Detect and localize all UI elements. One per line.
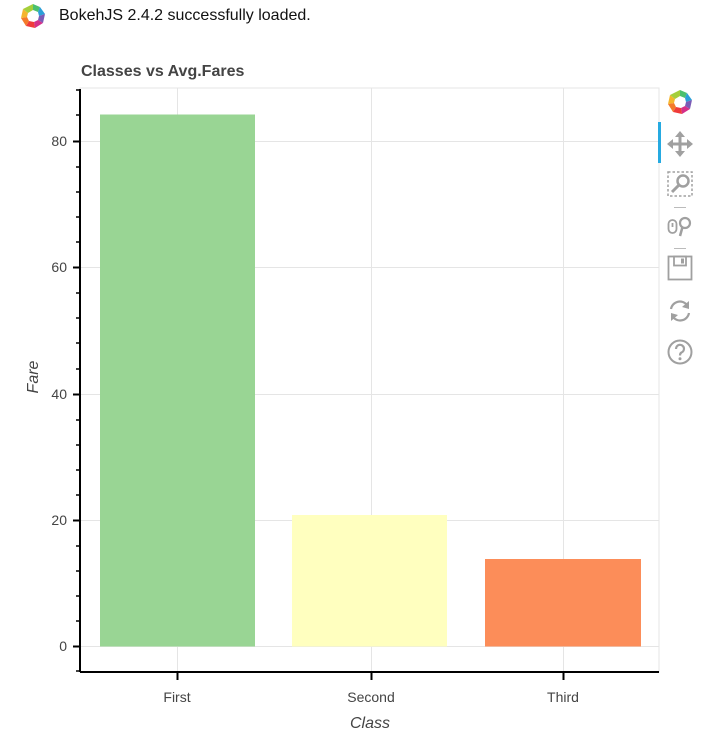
bokeh-logo-icon	[21, 4, 45, 28]
y-tick-label: 40	[51, 386, 67, 402]
active-tool-indicator	[658, 122, 661, 163]
x-tick-label-first: First	[163, 689, 191, 705]
x-axis-label: Class	[349, 715, 390, 732]
wheel-zoom-icon	[667, 216, 692, 237]
y-tick-label: 60	[51, 259, 67, 275]
bokeh-loaded-notice: BokehJS 2.4.2 successfully loaded.	[20, 3, 311, 29]
pan-tool-button[interactable]	[664, 128, 696, 160]
toolbar-bokeh-logo[interactable]	[664, 86, 696, 118]
y-tick-label: 80	[51, 133, 67, 149]
pan-move-icon	[667, 131, 693, 157]
y-tick-label: 0	[59, 638, 67, 654]
toolbar-divider	[674, 207, 686, 208]
x-tick-label-third: Third	[547, 689, 579, 705]
y-tick-label: 20	[51, 512, 67, 528]
bar-first[interactable]	[100, 114, 255, 647]
wheel-zoom-tool-button[interactable]	[664, 210, 696, 242]
reset-refresh-icon	[669, 300, 691, 322]
help-question-icon	[667, 339, 693, 365]
x-axis	[80, 671, 659, 680]
reset-tool-button[interactable]	[664, 295, 696, 327]
box-zoom-icon	[667, 171, 693, 197]
save-floppy-icon	[667, 255, 693, 281]
box-zoom-tool-button[interactable]	[664, 168, 696, 200]
x-tick-label-second: Second	[347, 689, 395, 705]
toolbar-divider	[674, 248, 686, 249]
bar-second[interactable]	[292, 515, 447, 647]
bar-third[interactable]	[485, 559, 641, 647]
save-tool-button[interactable]	[664, 252, 696, 284]
chart-title: Classes vs Avg.Fares	[81, 63, 245, 80]
y-axis-label: Fare	[25, 360, 42, 394]
y-axis	[73, 89, 81, 672]
bokeh-logo-icon	[668, 90, 692, 114]
help-tool-button[interactable]	[664, 336, 696, 368]
bokeh-loaded-message: BokehJS 2.4.2 successfully loaded.	[59, 7, 311, 24]
y-minor-ticks	[76, 89, 80, 672]
